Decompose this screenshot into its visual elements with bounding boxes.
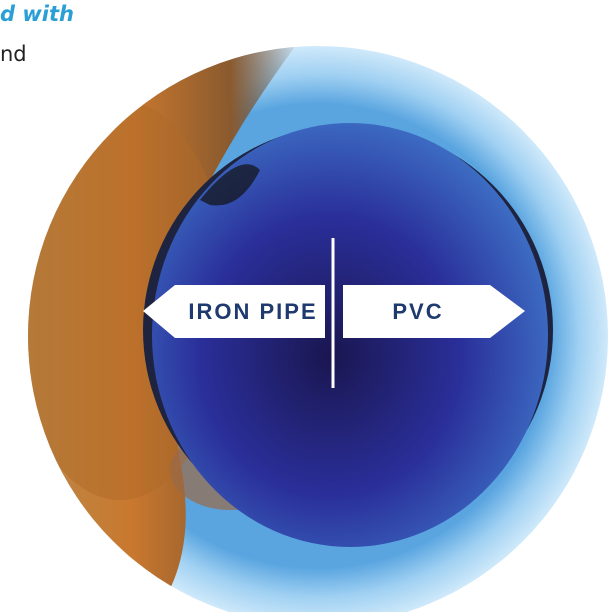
heading-fragment: d with (0, 2, 74, 26)
iron-pipe-label: IRON PIPE (188, 299, 317, 324)
body-fragment: nd (0, 42, 27, 66)
left-arrow (143, 285, 325, 338)
right-arrow (343, 285, 525, 338)
pvc-label: PVC (392, 299, 443, 324)
